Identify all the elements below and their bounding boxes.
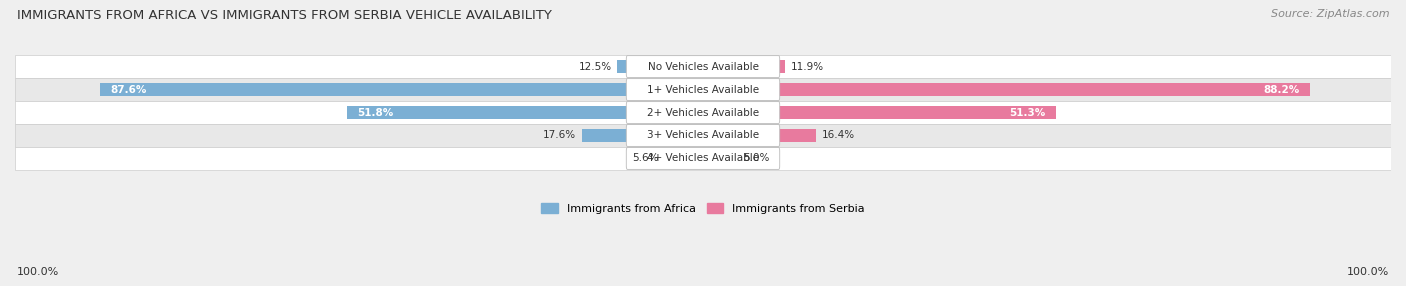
Text: 16.4%: 16.4% xyxy=(821,130,855,140)
Text: 51.3%: 51.3% xyxy=(1010,108,1046,118)
Text: Source: ZipAtlas.com: Source: ZipAtlas.com xyxy=(1271,9,1389,19)
Text: 3+ Vehicles Available: 3+ Vehicles Available xyxy=(647,130,759,140)
Bar xyxy=(703,60,785,73)
Text: 87.6%: 87.6% xyxy=(111,85,148,95)
Bar xyxy=(582,129,703,142)
Text: 5.0%: 5.0% xyxy=(742,154,769,164)
Text: 1+ Vehicles Available: 1+ Vehicles Available xyxy=(647,85,759,95)
Text: 100.0%: 100.0% xyxy=(1347,267,1389,277)
Text: 4+ Vehicles Available: 4+ Vehicles Available xyxy=(647,154,759,164)
Text: 51.8%: 51.8% xyxy=(357,108,394,118)
Text: 100.0%: 100.0% xyxy=(17,267,59,277)
Text: 12.5%: 12.5% xyxy=(578,61,612,72)
FancyBboxPatch shape xyxy=(626,79,780,100)
Text: No Vehicles Available: No Vehicles Available xyxy=(648,61,758,72)
Text: 2+ Vehicles Available: 2+ Vehicles Available xyxy=(647,108,759,118)
Bar xyxy=(703,83,1310,96)
Bar xyxy=(15,55,1391,78)
Bar xyxy=(15,147,1391,170)
Bar xyxy=(665,152,703,165)
Text: 17.6%: 17.6% xyxy=(543,130,576,140)
Bar xyxy=(703,152,737,165)
Bar xyxy=(347,106,703,119)
Bar xyxy=(15,124,1391,147)
FancyBboxPatch shape xyxy=(626,148,780,169)
FancyBboxPatch shape xyxy=(626,125,780,146)
FancyBboxPatch shape xyxy=(626,56,780,78)
Text: 11.9%: 11.9% xyxy=(790,61,824,72)
Bar xyxy=(15,101,1391,124)
Legend: Immigrants from Africa, Immigrants from Serbia: Immigrants from Africa, Immigrants from … xyxy=(537,199,869,218)
Bar xyxy=(703,129,815,142)
Text: 5.6%: 5.6% xyxy=(633,154,659,164)
Text: IMMIGRANTS FROM AFRICA VS IMMIGRANTS FROM SERBIA VEHICLE AVAILABILITY: IMMIGRANTS FROM AFRICA VS IMMIGRANTS FRO… xyxy=(17,9,551,21)
Bar xyxy=(703,106,1056,119)
Bar xyxy=(100,83,703,96)
FancyBboxPatch shape xyxy=(626,102,780,124)
Bar xyxy=(15,78,1391,101)
Bar xyxy=(617,60,703,73)
Text: 88.2%: 88.2% xyxy=(1263,85,1299,95)
